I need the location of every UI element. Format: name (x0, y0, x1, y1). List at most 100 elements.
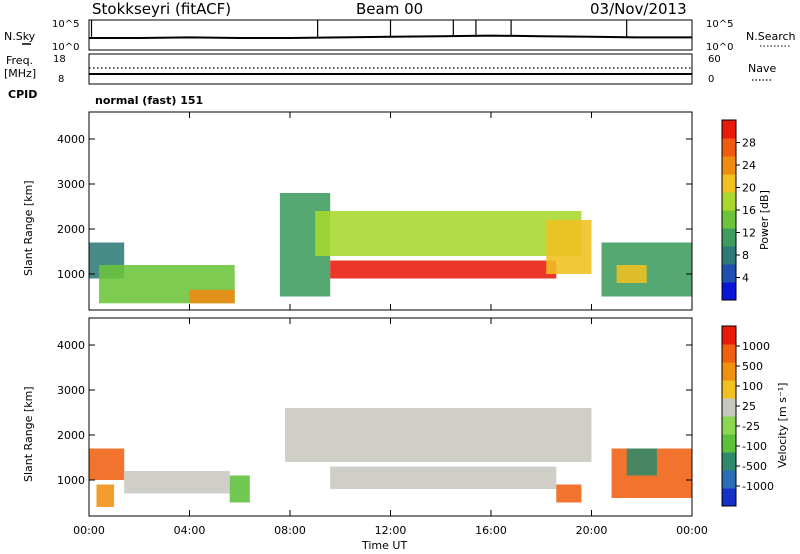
power-ylabel: Slant Range [km] (22, 180, 35, 276)
colorbar-segment (722, 138, 736, 157)
power-regions (89, 193, 692, 304)
colorbar-tick-label: 8 (742, 249, 749, 262)
data-region (626, 448, 657, 476)
noise-panel: 10^5 10^0 10^5 10^0 N.Sky N.Search (4, 19, 796, 53)
velocity-regions (89, 408, 692, 507)
colorbar-tick-label: 4 (742, 272, 749, 285)
colorbar-segment (722, 326, 736, 345)
data-region (89, 448, 125, 480)
freq-y-tick-right-bottom: 0 (708, 74, 714, 85)
colorbar-segment (722, 228, 736, 247)
colorbar-segment (722, 344, 736, 363)
y-tick-label: 1000 (57, 474, 85, 487)
noise-spikes (90, 20, 628, 37)
x-tick-label: 16:00 (475, 524, 507, 537)
y-tick-label: 4000 (57, 133, 85, 146)
x-tick-label: 12:00 (375, 524, 407, 537)
noise-y-tick-right-top: 10^5 (706, 19, 733, 30)
colorbar-tick-label: 25 (742, 400, 756, 413)
nave-label: Nave (748, 62, 776, 75)
data-region (601, 242, 692, 297)
y-tick-label: 1000 (57, 268, 85, 281)
velocity-ylabel: Slant Range [km] (22, 386, 35, 482)
y-tick-label: 3000 (57, 384, 85, 397)
data-region (556, 484, 582, 503)
nsky-label: N.Sky (4, 30, 36, 43)
velocity-y-ticks: 1000 2000 3000 4000 (57, 339, 692, 487)
colorbar-segment (722, 120, 736, 139)
date-title: 03/Nov/2013 (590, 0, 687, 18)
data-region (124, 471, 230, 494)
data-region (330, 260, 557, 279)
freq-y-tick-top: 18 (53, 54, 66, 65)
x-tick-label: 00:00 (73, 524, 105, 537)
colorbar-segment (722, 246, 736, 265)
colorbar-tick-label: 24 (742, 159, 756, 172)
colorbar-segment (722, 452, 736, 471)
data-region (285, 408, 592, 462)
y-tick-label: 2000 (57, 223, 85, 236)
data-region (546, 220, 592, 274)
colorbar-segment (722, 174, 736, 193)
noise-sky-line (89, 34, 692, 39)
colorbar-segment (722, 282, 736, 301)
freq-unit-label: [MHz] (4, 67, 36, 80)
colorbar-segment (722, 210, 736, 229)
cpid-label: CPID (8, 88, 37, 101)
freq-y-tick-right-top: 60 (708, 54, 721, 65)
colorbar-tick-label: -1000 (742, 480, 774, 493)
colorbar-tick-label: 500 (742, 360, 763, 373)
colorbar-segment (722, 470, 736, 489)
colorbar-segment (722, 380, 736, 399)
colorbar-tick-label: 28 (742, 137, 756, 150)
velocity-colorbar-label: Velocity [m s⁻¹] (776, 383, 789, 468)
colorbar-segment (722, 156, 736, 175)
x-tick-label: 08:00 (274, 524, 306, 537)
colorbar-segment (722, 264, 736, 283)
colorbar-tick-label: -500 (742, 460, 767, 473)
colorbar-tick-label: 20 (742, 182, 756, 195)
power-panel: 1000 2000 3000 4000 Slant Range [km] 28 24 20… (22, 111, 771, 311)
beam-title: Beam 00 (356, 0, 423, 18)
noise-y-tick-bottom: 10^0 (52, 42, 79, 53)
colorbar-tick-label: 1000 (742, 340, 770, 353)
data-region (330, 466, 557, 489)
velocity-panel: 1000 2000 3000 4000 00:00 04:00 08:00 12:00 16:… (22, 317, 789, 537)
y-tick-label: 2000 (57, 429, 85, 442)
velocity-x-ticks: 00:00 04:00 08:00 12:00 16:00 20:00 00:00 (73, 318, 708, 537)
x-tick-label: 20:00 (576, 524, 608, 537)
colorbar-segment (722, 362, 736, 381)
power-colorbar-label: Power [dB] (758, 190, 771, 250)
freq-y-tick-bottom: 8 (58, 74, 64, 85)
frequency-panel: 18 8 60 0 Freq. [MHz] Nave CPID (4, 53, 776, 101)
power-x-ticks (88, 112, 693, 310)
data-region (315, 211, 582, 256)
colorbar-segment (722, 488, 736, 507)
y-tick-label: 3000 (57, 178, 85, 191)
station-title: Stokkseyri (fitACF) (92, 0, 231, 18)
colorbar-frame (721, 325, 737, 507)
y-tick-label: 4000 (57, 339, 85, 352)
colorbar-tick-label: 16 (742, 204, 756, 217)
power-colorbar: 28 24 20 16 12 8 4 (721, 119, 756, 301)
noise-y-tick-top: 10^5 (52, 19, 79, 30)
colorbar-segment (722, 398, 736, 417)
colorbar-segment (722, 434, 736, 453)
data-region (96, 484, 115, 507)
colorbar-tick-label: 12 (742, 227, 756, 240)
colorbar-segment (722, 192, 736, 211)
data-region (229, 475, 250, 503)
noise-y-tick-right-bottom: 10^0 (706, 42, 733, 53)
colorbar-tick-label: -100 (742, 440, 767, 453)
data-region (189, 289, 235, 304)
freq-label: Freq. (6, 54, 33, 67)
data-region (616, 265, 647, 283)
nsearch-label: N.Search (746, 30, 796, 43)
power-y-ticks: 1000 2000 3000 4000 (57, 133, 692, 281)
colorbar-segment (722, 416, 736, 435)
x-tick-label: 00:00 (676, 524, 708, 537)
velocity-colorbar: 1000 500 100 25 -25 -100 -500 -1000 (721, 325, 774, 507)
colorbar-tick-label: -25 (742, 420, 760, 433)
colorbar-tick-label: 100 (742, 380, 763, 393)
